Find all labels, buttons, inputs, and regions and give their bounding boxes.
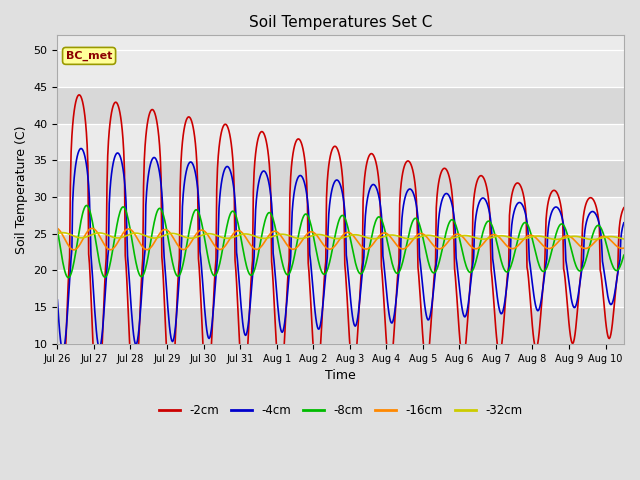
-2cm (620, 205, 628, 211)
-8cm (475, 246, 483, 252)
-2cm (76, 92, 83, 98)
-8cm (134, 269, 142, 275)
-4cm (318, 312, 326, 317)
Line: -32cm: -32cm (58, 233, 624, 240)
-2cm (318, 318, 326, 324)
-4cm (620, 220, 628, 226)
-32cm (56, 230, 63, 236)
-8cm (461, 260, 469, 266)
Y-axis label: Soil Temperature (C): Soil Temperature (C) (15, 125, 28, 254)
Line: -4cm: -4cm (58, 148, 624, 351)
-16cm (474, 245, 482, 251)
-8cm (54, 227, 61, 233)
-16cm (317, 239, 325, 244)
-32cm (134, 230, 141, 236)
-8cm (297, 223, 305, 228)
Bar (58, 234, 624, 270)
-16cm (296, 241, 303, 247)
-16cm (620, 245, 628, 251)
-16cm (54, 226, 61, 231)
Bar (58, 87, 624, 123)
-4cm (461, 314, 469, 320)
-2cm (461, 346, 469, 351)
-2cm (54, 367, 61, 372)
-4cm (56, 329, 63, 335)
-2cm (475, 174, 483, 180)
Bar (58, 307, 624, 344)
-16cm (70, 247, 78, 252)
-2cm (134, 351, 142, 357)
-2cm (56, 404, 63, 409)
-4cm (77, 145, 85, 151)
-32cm (296, 236, 303, 241)
-8cm (83, 203, 90, 208)
-32cm (461, 233, 468, 239)
Line: -16cm: -16cm (58, 228, 624, 250)
-32cm (317, 232, 325, 238)
Title: Soil Temperatures Set C: Soil Temperatures Set C (249, 15, 432, 30)
Text: BC_met: BC_met (66, 51, 112, 61)
-16cm (134, 236, 141, 241)
-4cm (54, 297, 61, 303)
-2cm (58, 410, 65, 416)
-32cm (474, 236, 482, 241)
Line: -8cm: -8cm (58, 205, 624, 277)
-16cm (56, 228, 63, 233)
-32cm (59, 230, 67, 236)
-2cm (297, 138, 305, 144)
Line: -2cm: -2cm (58, 95, 624, 413)
-4cm (475, 200, 483, 206)
-16cm (461, 236, 468, 241)
-4cm (134, 333, 142, 338)
-32cm (620, 236, 628, 242)
-8cm (318, 269, 326, 275)
Legend: -2cm, -4cm, -8cm, -16cm, -32cm: -2cm, -4cm, -8cm, -16cm, -32cm (154, 399, 527, 421)
-8cm (56, 241, 63, 247)
-8cm (64, 275, 72, 280)
X-axis label: Time: Time (325, 369, 356, 382)
Bar (58, 160, 624, 197)
-32cm (54, 231, 61, 237)
-8cm (620, 252, 628, 258)
-32cm (589, 237, 596, 242)
-4cm (297, 173, 305, 179)
-4cm (59, 348, 67, 354)
